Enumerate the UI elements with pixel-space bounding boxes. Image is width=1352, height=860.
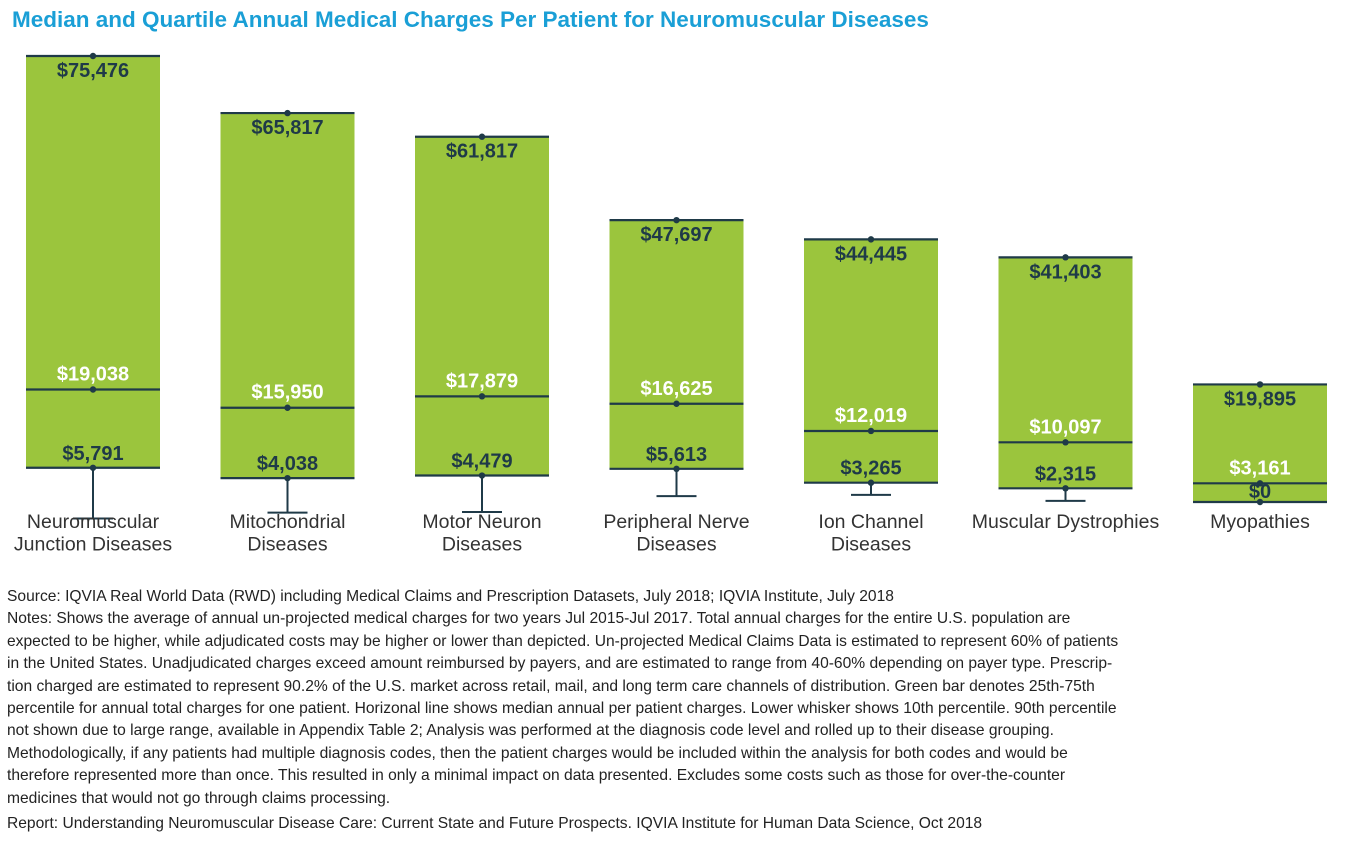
iqr-box: [998, 257, 1133, 489]
category-label: Diseases: [442, 534, 522, 556]
iqr-box: [804, 239, 938, 483]
p75-dot: [867, 236, 875, 243]
category-label: Muscular Dystrophies: [972, 511, 1160, 533]
p25-label: $0: [1249, 481, 1271, 503]
median-label: $17,879: [446, 370, 518, 392]
p75-label: $75,476: [57, 60, 129, 82]
category-label: Motor Neuron: [422, 511, 541, 533]
iqr-box: [26, 56, 160, 468]
median-label: $16,625: [640, 378, 712, 400]
notes-line: Notes: Shows the average of annual un-pr…: [7, 610, 1071, 628]
notes-line: expected to be higher, while adjudicated…: [7, 632, 1119, 650]
notes-line: not shown due to large range, available …: [7, 722, 1054, 740]
p75-dot: [1062, 254, 1069, 261]
p75-label: $19,895: [1224, 388, 1296, 410]
category-label: Junction Diseases: [14, 534, 172, 556]
median-label: $12,019: [835, 405, 907, 427]
p25-dot: [1256, 498, 1264, 506]
p25-dot: [673, 465, 680, 473]
p25-label: $3,265: [840, 458, 901, 480]
iqr-box: [220, 113, 355, 479]
median-dot: [284, 404, 291, 411]
p75-dot: [89, 52, 97, 60]
p25-label: $4,038: [257, 453, 318, 475]
notes-line: Methodologically, if any patients had mu…: [7, 744, 1068, 762]
report-note: Report: Understanding Neuromuscular Dise…: [7, 815, 983, 833]
median-dot: [867, 427, 875, 435]
p75-dot: [673, 216, 680, 224]
p25-dot: [867, 479, 875, 486]
chart-title: Median and Quartile Annual Medical Charg…: [12, 7, 929, 32]
p75-label: $44,445: [835, 243, 907, 265]
notes-line: percentile for annual total charges for …: [7, 700, 1117, 718]
median-dot: [1062, 439, 1069, 446]
iqr-box: [415, 136, 549, 476]
median-dot: [1256, 480, 1264, 487]
category-label: Neuromuscular: [27, 511, 160, 533]
category-label: Ion Channel: [818, 511, 923, 533]
p75-label: $47,697: [640, 224, 712, 246]
p25-label: $5,791: [62, 443, 123, 465]
p75-dot: [478, 133, 486, 140]
category-label: Peripheral Nerve: [603, 511, 749, 533]
median-label: $19,038: [57, 364, 129, 386]
median-dot: [478, 393, 486, 400]
category-label: Diseases: [636, 534, 716, 556]
category-label: Myopathies: [1210, 511, 1310, 533]
median-label: $10,097: [1029, 416, 1101, 438]
median-dot: [673, 400, 680, 407]
p75-dot: [1256, 381, 1264, 388]
p25-dot: [478, 472, 486, 479]
p75-dot: [284, 109, 291, 117]
median-label: $3,161: [1229, 457, 1290, 479]
p25-label: $4,479: [451, 451, 512, 473]
notes-line: therefore represented more than once. Th…: [7, 767, 1066, 785]
iqr-box: [609, 220, 744, 469]
notes-text: Notes: Shows the average of annual un-pr…: [7, 608, 1307, 810]
notes-line: tion charged are estimated to represent …: [7, 677, 1095, 695]
median-dot: [89, 386, 97, 393]
category-label: Diseases: [831, 534, 911, 556]
p25-label: $2,315: [1035, 463, 1096, 485]
box-chart: $75,476 $19,038 $5,791 NeuromuscularJunctio…: [14, 52, 1327, 556]
footnotes: Source: IQVIA Real World Data (RWD) incl…: [7, 586, 1307, 835]
category-label: Mitochondrial: [230, 511, 346, 533]
category-label: Diseases: [247, 534, 327, 556]
source-note: Source: IQVIA Real World Data (RWD) incl…: [7, 588, 894, 605]
notes-line: in the United States. Unadjudicated char…: [7, 655, 1113, 673]
p25-label: $5,613: [646, 444, 707, 466]
p25-dot: [284, 474, 291, 482]
p75-label: $65,817: [251, 117, 323, 139]
p75-label: $61,817: [446, 141, 518, 163]
p25-dot: [89, 464, 97, 471]
p25-dot: [1062, 485, 1069, 492]
p75-label: $41,403: [1029, 261, 1101, 283]
notes-line: medicines that would not go through clai…: [7, 789, 391, 807]
median-label: $15,950: [251, 382, 323, 404]
